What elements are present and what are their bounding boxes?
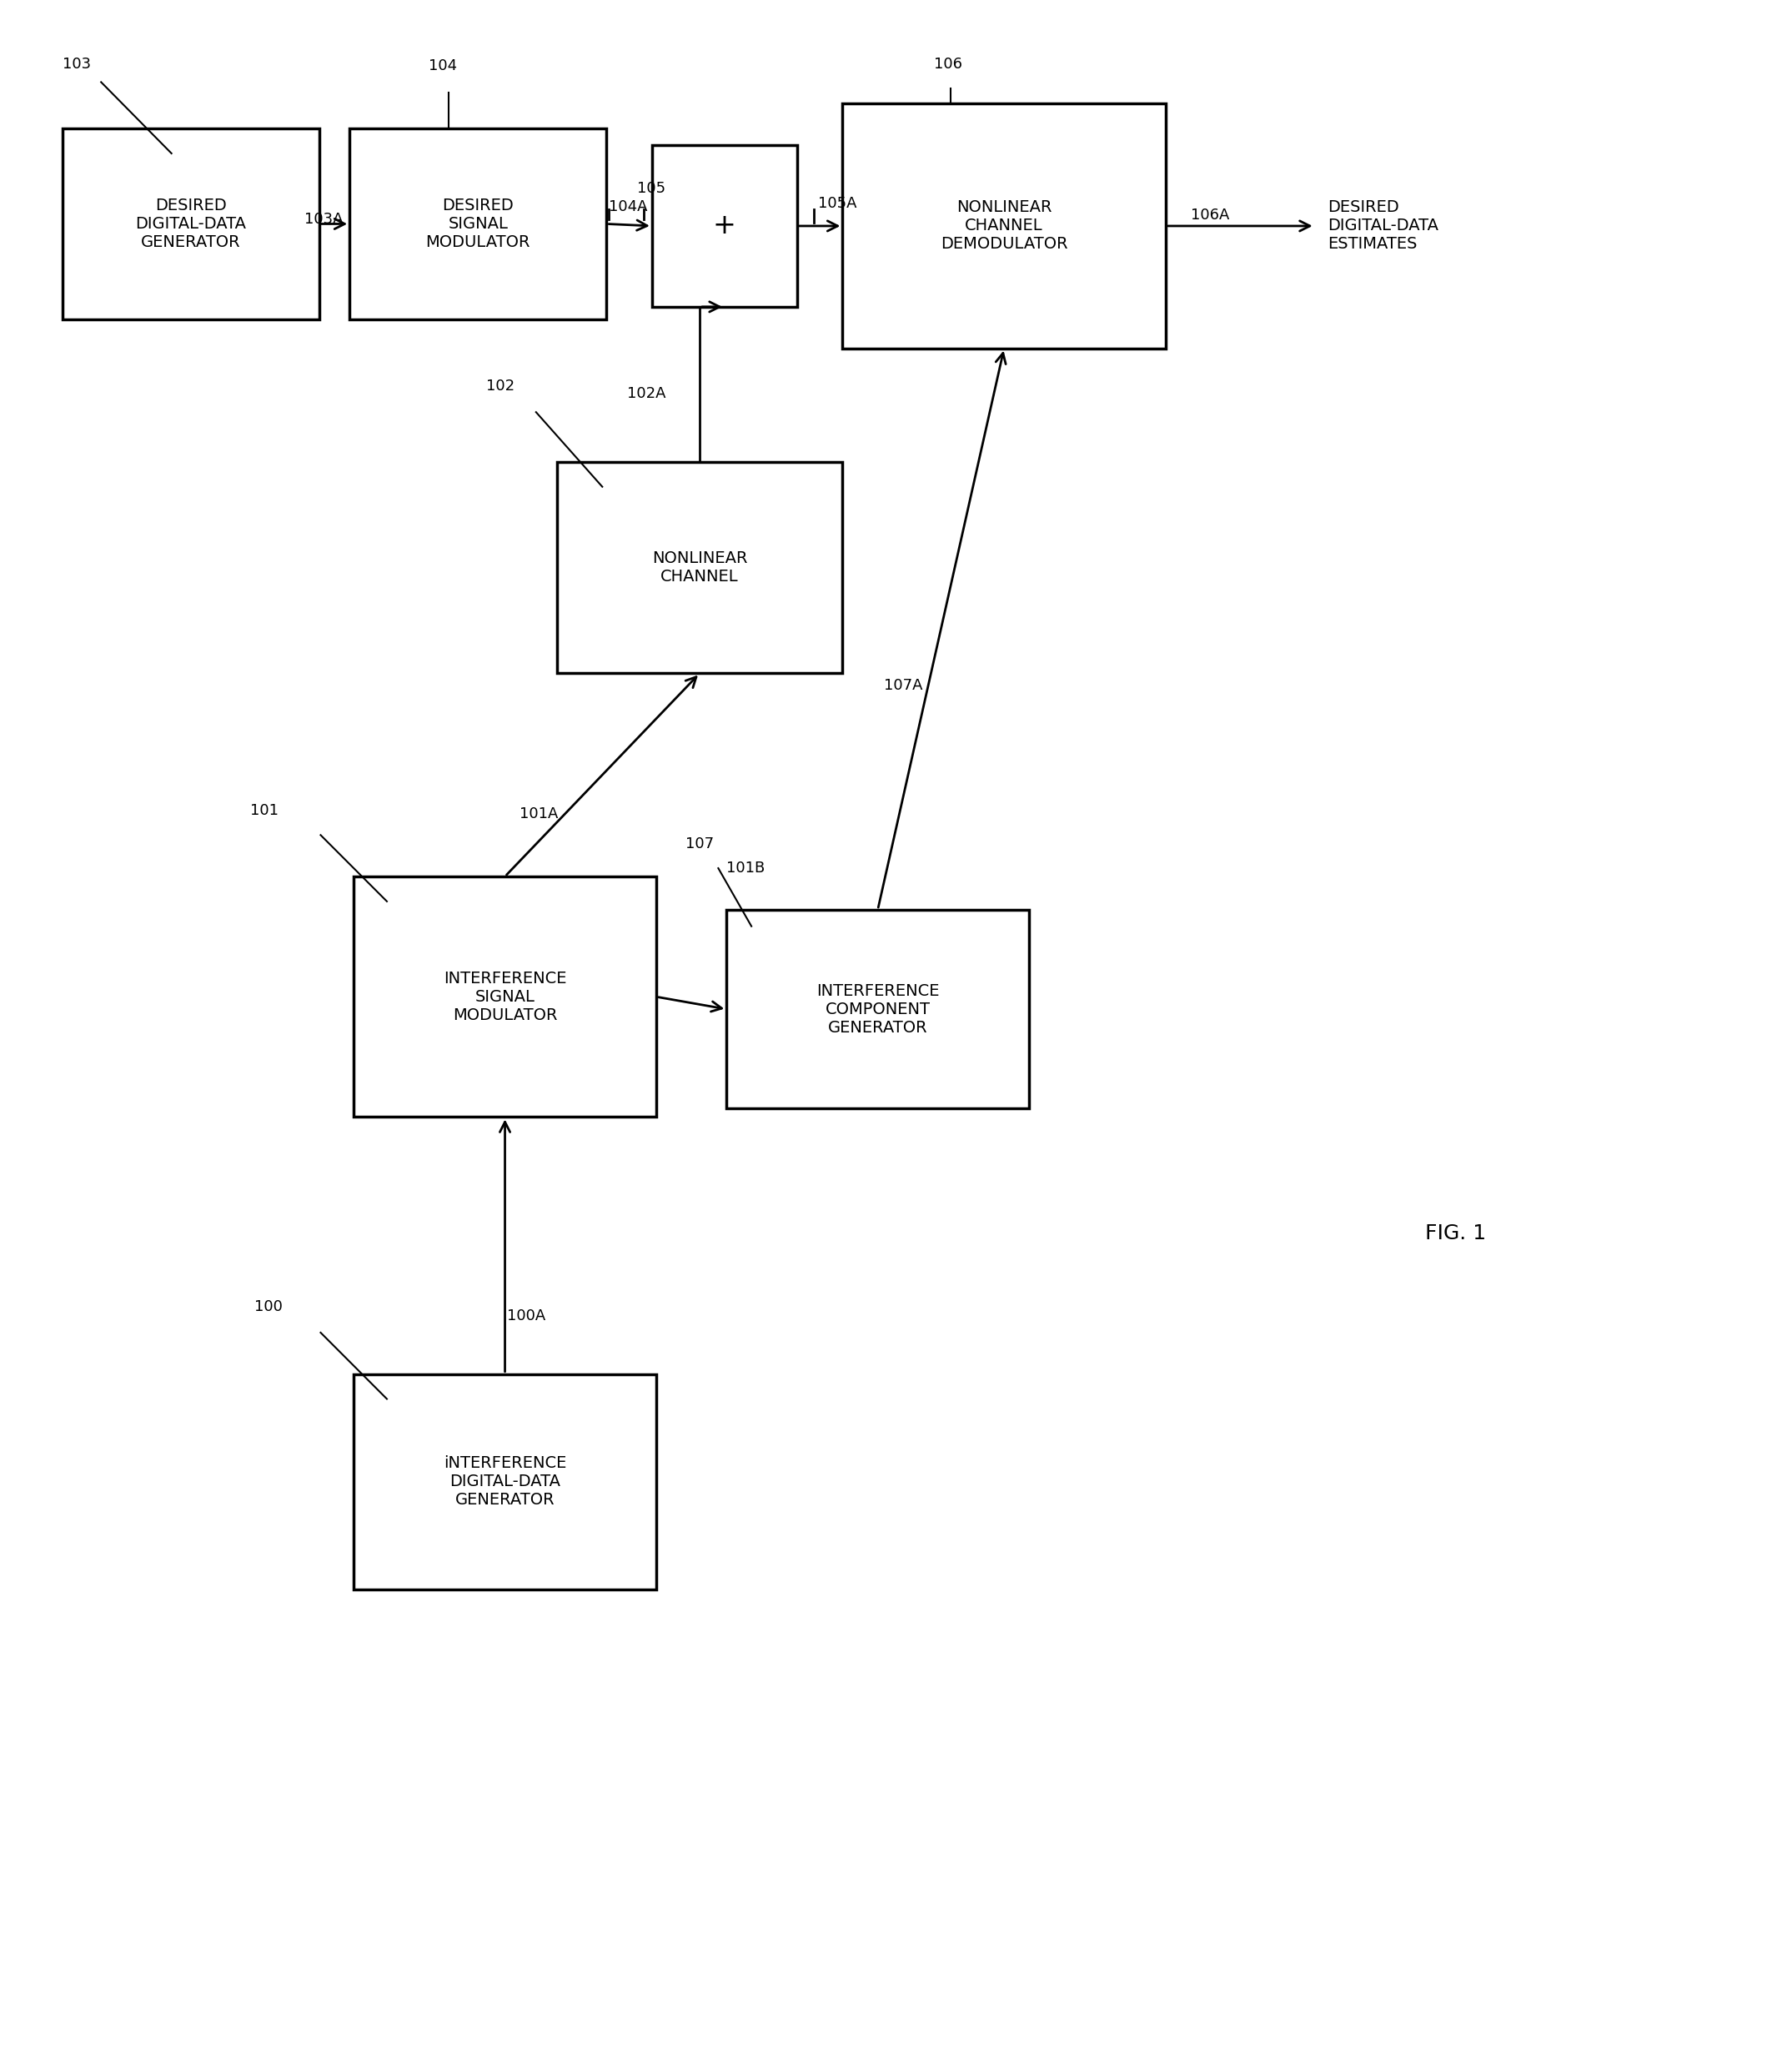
Text: INTERFERENCE
COMPONENT
GENERATOR: INTERFERENCE COMPONENT GENERATOR: [817, 982, 939, 1036]
Text: 100: 100: [254, 1299, 283, 1314]
Bar: [353, 1373, 656, 1590]
Text: 106A: 106A: [1190, 208, 1229, 222]
Bar: [349, 128, 606, 319]
Bar: [557, 461, 842, 673]
Text: 107: 107: [685, 836, 713, 852]
Text: 103: 103: [63, 58, 91, 72]
Text: +: +: [713, 212, 737, 239]
Bar: [726, 910, 1029, 1108]
Text: NONLINEAR
CHANNEL
DEMODULATOR: NONLINEAR CHANNEL DEMODULATOR: [941, 200, 1068, 251]
Bar: [353, 877, 656, 1116]
Bar: [842, 103, 1165, 348]
Text: 101: 101: [251, 803, 278, 819]
Text: 107A: 107A: [883, 677, 923, 694]
Bar: [652, 144, 797, 307]
Text: 102: 102: [486, 379, 514, 393]
Text: DESIRED
DIGITAL-DATA
GENERATOR: DESIRED DIGITAL-DATA GENERATOR: [134, 198, 246, 249]
Text: 105: 105: [638, 181, 665, 196]
Text: NONLINEAR
CHANNEL: NONLINEAR CHANNEL: [652, 550, 747, 585]
Text: 101A: 101A: [520, 807, 557, 822]
Text: iNTERFERENCE
DIGITAL-DATA
GENERATOR: iNTERFERENCE DIGITAL-DATA GENERATOR: [443, 1456, 566, 1507]
Text: 104: 104: [428, 60, 457, 74]
Text: FIG. 1: FIG. 1: [1425, 1223, 1486, 1244]
Text: 105A: 105A: [817, 196, 857, 210]
Text: DESIRED
SIGNAL
MODULATOR: DESIRED SIGNAL MODULATOR: [426, 198, 530, 249]
Text: 106: 106: [934, 58, 962, 72]
Text: 100A: 100A: [507, 1310, 545, 1324]
Text: 103A: 103A: [305, 212, 342, 226]
Text: 104A: 104A: [609, 200, 647, 214]
Text: DESIRED
DIGITAL-DATA
ESTIMATES: DESIRED DIGITAL-DATA ESTIMATES: [1328, 200, 1439, 251]
Text: INTERFERENCE
SIGNAL
MODULATOR: INTERFERENCE SIGNAL MODULATOR: [443, 970, 566, 1023]
Text: 101B: 101B: [726, 861, 765, 875]
Text: 102A: 102A: [627, 387, 667, 402]
Bar: [63, 128, 319, 319]
